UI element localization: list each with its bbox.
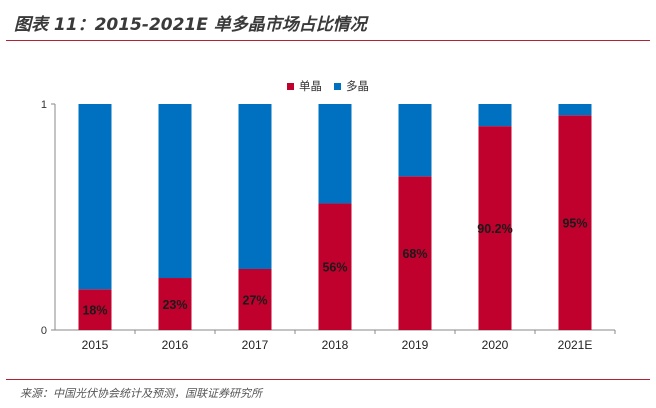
bar-multi-2018	[318, 104, 352, 204]
bar-mono-2018	[318, 203, 352, 330]
data-label-2021E: 95%	[562, 217, 587, 231]
x-tick-label: 2019	[402, 338, 429, 352]
title-divider	[6, 40, 650, 41]
source-note: 来源：中国光伏协会统计及预测，国联证券研究所	[20, 387, 262, 400]
data-label-2015: 18%	[82, 304, 107, 318]
x-tick-label: 2016	[162, 338, 189, 352]
y-tick-label: 0	[41, 325, 47, 337]
legend-label-multi: 多晶	[346, 79, 369, 93]
bar-multi-2020	[478, 104, 512, 127]
stacked-bar-chart: 0 1 18% 2015 23% 2016 27% 2017 56% 2018 68% 2019 90.…	[41, 99, 616, 352]
bar-mono-2019	[398, 176, 432, 330]
bar-multi-2016	[158, 104, 192, 279]
legend-item-mono: 单晶	[287, 78, 322, 94]
bar-multi-2021E	[558, 104, 592, 116]
x-tick-label: 2015	[82, 338, 109, 352]
data-label-2016: 23%	[162, 298, 187, 312]
footer-divider	[6, 379, 650, 380]
bar-mono-2020	[478, 126, 512, 330]
legend-swatch-mono	[287, 82, 294, 90]
chart-legend: 单晶 多晶	[287, 78, 381, 94]
legend-swatch-multi	[334, 82, 341, 90]
bar-multi-2017	[238, 104, 272, 269]
data-label-2019: 68%	[402, 247, 427, 261]
legend-label-mono: 单晶	[299, 79, 322, 93]
bar-multi-2019	[398, 104, 432, 177]
data-label-2020: 90.2%	[477, 222, 512, 236]
x-tick-label: 2021E	[558, 338, 593, 352]
x-tick-label: 2018	[322, 338, 349, 352]
bar-multi-2015	[78, 104, 112, 290]
data-label-2018: 56%	[322, 261, 347, 275]
data-label-2017: 27%	[242, 293, 267, 307]
x-tick-label: 2017	[242, 338, 269, 352]
legend-item-multi: 多晶	[334, 78, 369, 94]
bar-mono-2015	[78, 289, 112, 330]
bar-mono-2016	[158, 278, 192, 330]
bar-mono-2021E	[558, 115, 592, 330]
bar-mono-2017	[238, 268, 272, 330]
y-tick-label: 1	[41, 99, 47, 111]
figure-title: 图表 11：2015-2021E 单多晶市场占比情况	[14, 15, 367, 35]
x-tick-label: 2020	[482, 338, 509, 352]
